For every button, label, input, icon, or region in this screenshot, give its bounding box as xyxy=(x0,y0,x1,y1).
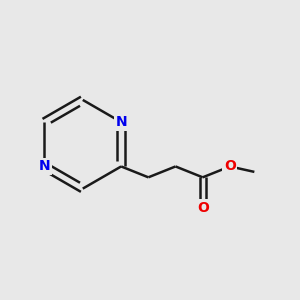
Text: O: O xyxy=(224,160,236,173)
Text: O: O xyxy=(197,201,208,215)
Text: N: N xyxy=(38,160,50,173)
Text: N: N xyxy=(116,115,127,129)
